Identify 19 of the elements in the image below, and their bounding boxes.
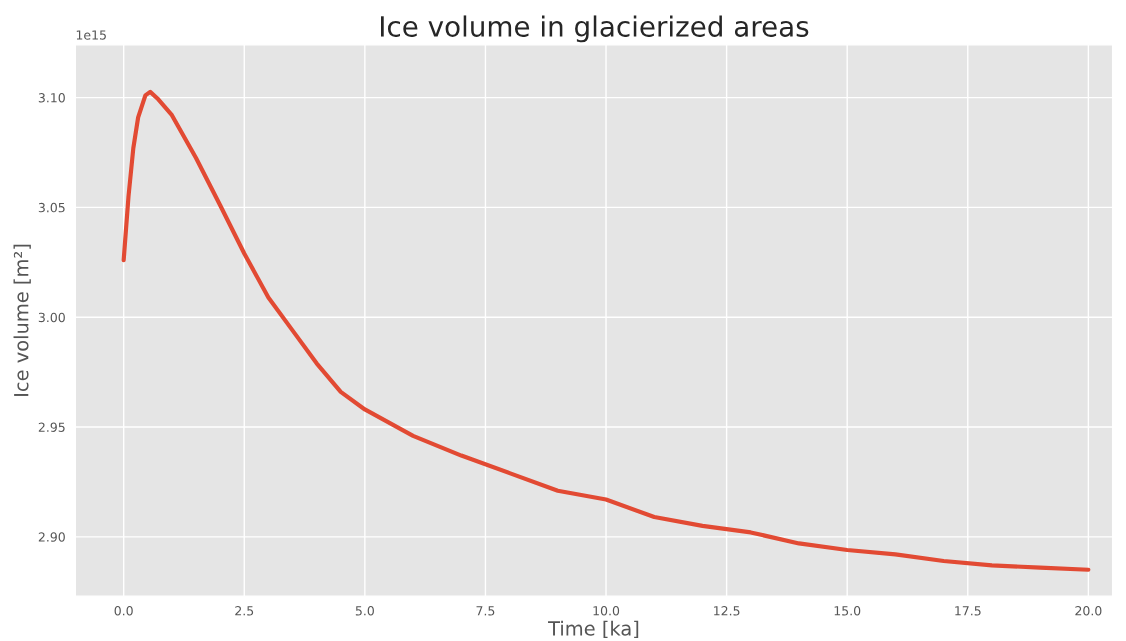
x-tick-label: 7.5: [476, 606, 495, 616]
y-tick-label: 2.90: [38, 532, 65, 542]
x-tick-label: 15.0: [834, 606, 861, 616]
x-tick-label: 10.0: [593, 606, 620, 616]
x-tick-label: 0.0: [114, 606, 133, 616]
y-tick-label: 3.05: [38, 202, 65, 213]
x-tick-label: 2.5: [235, 606, 254, 616]
x-axis-title: Time [ka]: [548, 620, 639, 639]
text: 1e15: [76, 30, 106, 40]
x-tick-label: 17.5: [955, 606, 981, 616]
x-tick-label: 12.5: [714, 606, 740, 616]
y-tick-label: 3.10: [38, 93, 65, 103]
line-series: [121, 89, 1091, 572]
x-tick-label: 20.0: [1075, 606, 1102, 616]
y-axis-title: Ice volume [m²]: [13, 244, 31, 396]
x-tick-label: 5.0: [355, 606, 374, 616]
chart-title: Ice volume in glacierized areas: [380, 15, 809, 43]
y-tick-label: 2.95: [38, 422, 65, 432]
y-tick-label: 3.00: [38, 312, 65, 323]
